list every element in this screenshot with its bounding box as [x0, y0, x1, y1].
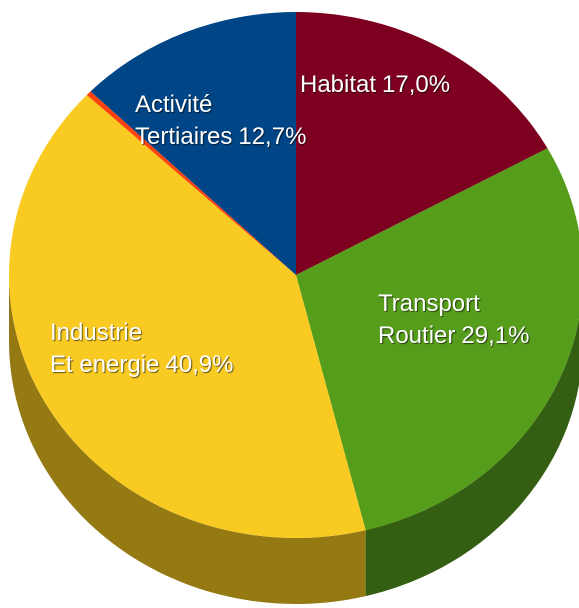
value-label: 40,9% — [165, 351, 234, 378]
slice-label: Habitat 17,0% — [300, 69, 450, 101]
category-label: Transport Routier — [378, 290, 480, 349]
pie-slice — [90, 12, 296, 275]
pie-slice — [296, 12, 548, 275]
value-label: 17,0% — [382, 71, 451, 98]
pie-side — [365, 318, 579, 597]
pie-slice — [8, 94, 366, 538]
slice-label: Activité Tertiaires 12,7% — [135, 89, 306, 153]
pie-slice — [86, 91, 296, 275]
pie-slice — [296, 148, 579, 531]
value-label: 12,7% — [238, 123, 307, 150]
slice-label: Industrie Et energie 40,9% — [50, 317, 233, 381]
pie-side — [9, 275, 366, 604]
category-label: Industrie Et energie — [50, 319, 160, 378]
category-label: Activité Tertiaires — [135, 91, 233, 150]
category-label: Habitat — [300, 71, 377, 98]
value-label: 29,1% — [461, 322, 530, 349]
slice-label: Transport Routier 29,1% — [378, 288, 529, 352]
